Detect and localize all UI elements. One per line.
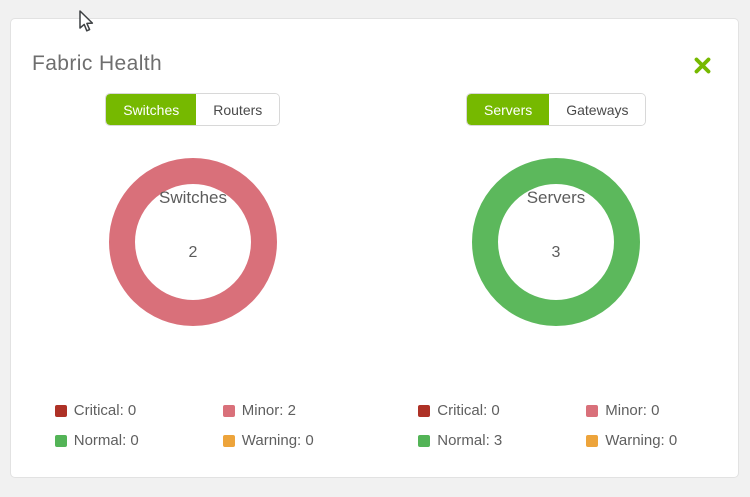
minor-swatch-icon (586, 404, 599, 417)
toggle-routers[interactable]: Routers (196, 94, 280, 125)
donut-svg-switches: Switches 2 (108, 158, 277, 326)
servers-donut-chart: Servers 3 (456, 142, 656, 342)
legend-item-warning: Warning: 0 (586, 432, 708, 449)
donut-center-value: 2 (188, 244, 197, 261)
close-icon (694, 57, 710, 73)
toggle-gateways[interactable]: Gateways (549, 94, 646, 125)
toggle-switches[interactable]: Switches (106, 94, 197, 125)
close-button[interactable] (692, 55, 712, 75)
toggle-servers[interactable]: Servers (467, 94, 550, 125)
servers-legend: Critical: 0 Minor: 0 Normal: 3 Warning: … (404, 402, 708, 449)
servers-column: Servers Gateways Servers 3 Critical: 0 M… (375, 93, 739, 449)
critical-swatch-icon (418, 404, 431, 417)
switches-legend: Critical: 0 Minor: 2 Normal: 0 Warning: … (41, 402, 345, 449)
legend-item-critical: Critical: 0 (418, 402, 586, 419)
switches-column: Switches Routers Switches 2 Critical: 0 … (11, 93, 375, 449)
legend-label: Warning: 0 (605, 432, 678, 449)
legend-label: Minor: 0 (605, 402, 660, 419)
legend-label: Critical: 0 (73, 402, 137, 419)
legend-item-critical: Critical: 0 (54, 402, 223, 419)
legend-item-normal: Normal: 3 (418, 432, 586, 449)
normal-swatch-icon (418, 434, 431, 447)
legend-label: Warning: 0 (241, 432, 314, 449)
legend-item-warning: Warning: 0 (222, 432, 345, 449)
page-title: Fabric Health (32, 52, 163, 75)
switches-routers-toggle-group: Switches Routers (105, 93, 281, 126)
donut-center-label: Servers (527, 188, 586, 207)
legend-label: Normal: 3 (437, 432, 503, 449)
servers-donut-ring-normal-segment[interactable] (472, 158, 641, 326)
normal-swatch-icon (54, 434, 67, 447)
donut-center-value: 3 (552, 244, 561, 261)
warning-swatch-icon (586, 434, 599, 447)
legend-label: Critical: 0 (437, 402, 500, 419)
donut-svg-servers: Servers 3 (472, 158, 641, 326)
minor-swatch-icon (222, 404, 235, 417)
legend-label: Normal: 0 (73, 432, 139, 449)
legend-item-normal: Normal: 0 (54, 432, 223, 449)
servers-gateways-toggle-group: Servers Gateways (466, 93, 647, 126)
switches-donut-chart: Switches 2 (93, 142, 293, 342)
legend-item-minor: Minor: 0 (586, 402, 708, 419)
switches-donut-ring-minor-segment[interactable] (108, 158, 277, 326)
legend-label: Minor: 2 (241, 402, 296, 419)
panel-columns: Switches Routers Switches 2 Critical: 0 … (11, 93, 738, 449)
legend-item-minor: Minor: 2 (222, 402, 345, 419)
critical-swatch-icon (54, 404, 67, 417)
warning-swatch-icon (222, 434, 235, 447)
donut-center-label: Switches (159, 188, 227, 207)
fabric-health-panel: Fabric Health Switches Routers Switches … (10, 18, 739, 478)
